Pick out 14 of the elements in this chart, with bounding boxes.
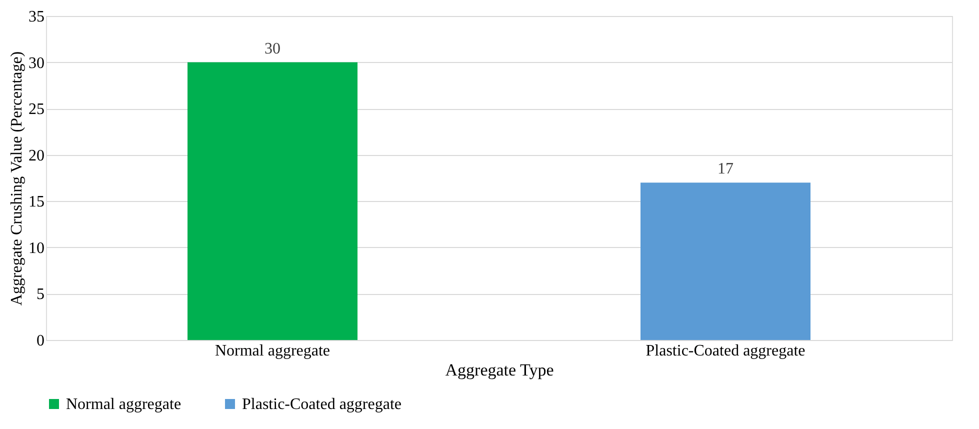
y-tick-label: 30	[28, 54, 44, 72]
y-tick-label: 35	[28, 8, 44, 26]
data-label: 17	[718, 160, 734, 178]
y-tick-label: 0	[36, 332, 44, 350]
x-axis-title: Aggregate Type	[445, 360, 554, 380]
y-tick-label: 5	[36, 286, 44, 304]
data-label: 30	[264, 40, 280, 58]
y-tick-label: 15	[28, 194, 44, 211]
y-axis-title: Aggregate Crushing Value (Percentage)	[8, 51, 26, 306]
legend-label: Plastic-Coated aggregate	[242, 396, 402, 413]
y-tick-label: 20	[28, 147, 44, 164]
y-tick-label: 25	[28, 101, 44, 118]
y-tick-label: 10	[28, 240, 44, 257]
legend-label: Normal aggregate	[66, 396, 182, 413]
